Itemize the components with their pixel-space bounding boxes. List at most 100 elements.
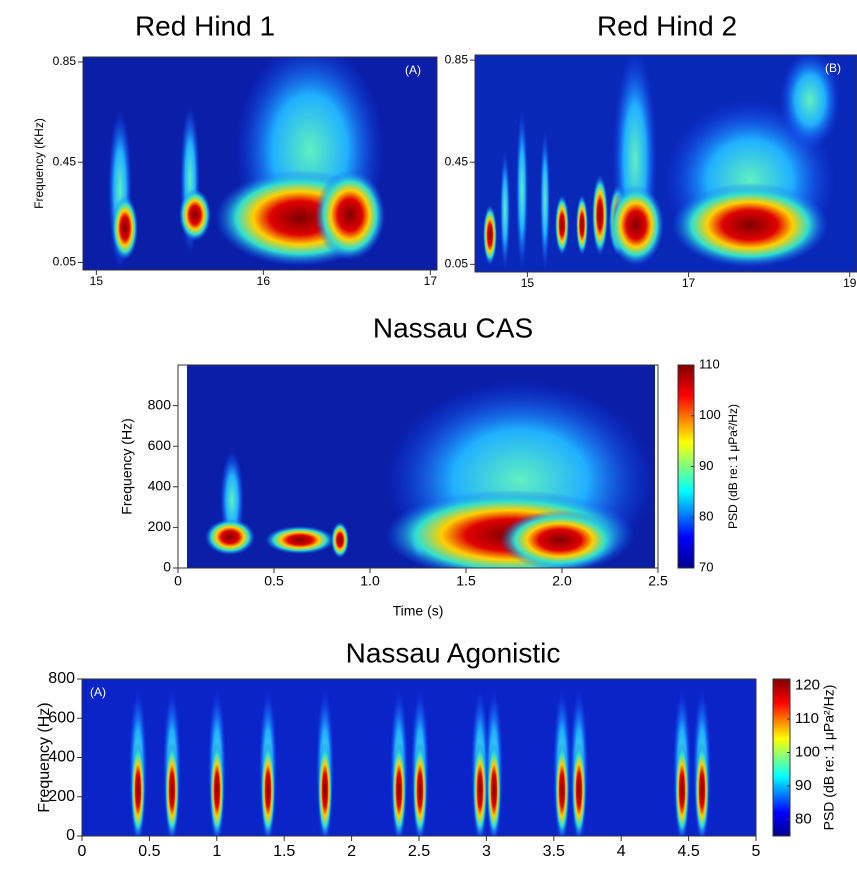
spectrogram-image: [82, 679, 756, 836]
colorbar-tick-label: 90: [699, 458, 713, 473]
x-tick-label: 3.5: [543, 843, 565, 860]
energy-blob: [516, 110, 528, 270]
energy-blob: [131, 742, 145, 836]
colorbar-tick-label: 70: [699, 559, 713, 574]
energy-blob: [205, 519, 255, 555]
energy-blob: [500, 510, 620, 568]
plot-frame: [82, 56, 438, 271]
x-tick-label: 0.5: [138, 843, 160, 860]
y-axis-label: Frequency (Hz): [119, 418, 135, 514]
energy-blob: [473, 742, 487, 836]
x-tick-label: 0.5: [264, 573, 284, 589]
y-tick-label: 800: [48, 670, 75, 687]
panel-label: (A): [90, 685, 106, 699]
y-tick-label: 400: [148, 478, 172, 494]
panel-label: (B): [825, 61, 841, 75]
y-tick-label: 200: [48, 788, 75, 805]
colorbar-tick-label: 80: [795, 810, 812, 827]
x-tick-label: 2: [347, 843, 356, 860]
x-tick-label: 2.0: [552, 573, 572, 589]
y-tick-label: 200: [148, 518, 172, 534]
y-axis-label: Frequency (KHz): [32, 118, 46, 209]
chart-title: Nassau Agonistic: [346, 637, 561, 668]
x-tick-label: 1.5: [456, 573, 476, 589]
panel-label: (A): [405, 63, 421, 77]
x-tick-label: 15: [521, 276, 535, 290]
x-tick-label: 1.0: [360, 573, 380, 589]
colorbar-tick-label: 80: [699, 509, 713, 524]
x-tick-label: 2.5: [408, 843, 430, 860]
energy-blob: [261, 742, 275, 836]
energy-blob: [179, 189, 211, 241]
x-tick-label: 5: [752, 843, 761, 860]
colorbar-label: PSD (dB re: 1 μPa²/Hz): [821, 685, 837, 831]
y-tick-label: 0.05: [53, 255, 77, 269]
x-tick-label: 2.5: [648, 573, 668, 589]
colorbar-tick-label: 110: [795, 710, 819, 727]
energy-blob: [555, 195, 569, 255]
y-tick-label: 0: [163, 559, 171, 575]
energy-blob: [576, 195, 588, 255]
y-tick-label: 0: [66, 827, 75, 844]
energy-blob: [483, 205, 497, 265]
colorbar: [772, 678, 791, 837]
chart-title: Red Hind 1: [135, 10, 275, 41]
energy-blob: [608, 185, 664, 265]
x-tick-label: 1.5: [273, 843, 295, 860]
y-tick-label: 0.85: [445, 52, 469, 66]
x-tick-label: 1: [212, 843, 221, 860]
colorbar-tick-label: 100: [699, 407, 721, 422]
chart-title: Nassau CAS: [373, 312, 533, 343]
x-tick-label: 17: [424, 274, 438, 288]
energy-blob: [540, 130, 550, 270]
energy-blob: [780, 55, 840, 150]
spectrogram-image: [187, 365, 655, 568]
x-tick-label: 17: [682, 276, 696, 290]
y-tick-label: 0.45: [445, 154, 469, 168]
spectrogram-image: [475, 55, 857, 272]
energy-blob: [500, 150, 510, 270]
x-tick-label: 3: [482, 843, 491, 860]
y-tick-label: 800: [148, 396, 172, 412]
energy-blob: [318, 742, 332, 836]
x-tick-label: 4.5: [677, 843, 699, 860]
colorbar-label: PSD (dB re: 1 μPa²/Hz): [726, 404, 740, 529]
energy-blob: [331, 522, 349, 558]
x-tick-label: 19: [843, 276, 857, 290]
energy-blob: [413, 742, 427, 836]
energy-blob: [695, 742, 709, 836]
energy-blob: [392, 742, 406, 836]
energy-blob: [112, 196, 138, 260]
colorbar-tick-label: 110: [699, 356, 720, 371]
colorbar-tick-label: 120: [795, 677, 820, 694]
y-tick-label: 600: [148, 437, 172, 453]
energy-blob: [675, 742, 689, 836]
x-tick-label: 0: [174, 573, 182, 589]
x-tick-label: 16: [257, 274, 271, 288]
energy-blob: [487, 742, 501, 836]
energy-blob: [315, 170, 385, 260]
colorbar-tick-label: 100: [795, 743, 820, 760]
x-tick-label: 4: [617, 843, 626, 860]
y-tick-label: 600: [48, 709, 75, 726]
spectrogram-image: [83, 57, 437, 270]
energy-blob: [672, 183, 828, 267]
plot-frame: [177, 364, 659, 569]
energy-blob: [592, 175, 608, 255]
plot-frame: [474, 54, 857, 273]
energy-blob: [165, 742, 179, 836]
energy-blob: [265, 526, 335, 554]
y-tick-label: 0.05: [445, 257, 469, 271]
x-tick-label: 0: [78, 843, 87, 860]
energy-blob: [572, 742, 586, 836]
energy-blob: [210, 742, 224, 836]
y-tick-label: 0.85: [53, 54, 77, 68]
chart-title: Red Hind 2: [597, 10, 737, 41]
y-axis-label: Frequency (Hz): [36, 702, 53, 812]
colorbar-tick-label: 90: [795, 777, 812, 794]
x-axis-label: Time (s): [393, 603, 444, 619]
x-tick-label: 15: [90, 274, 104, 288]
energy-blob: [555, 742, 569, 836]
y-tick-label: 400: [48, 749, 75, 766]
